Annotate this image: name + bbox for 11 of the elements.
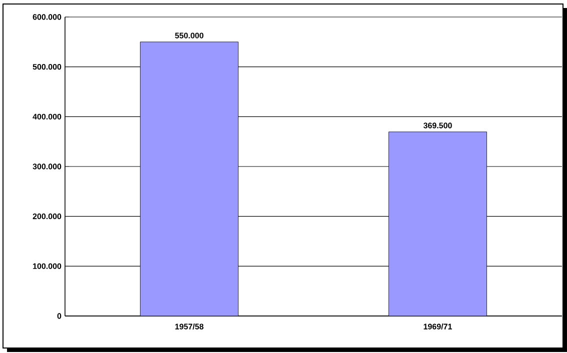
y-tick-label: 600.000: [32, 14, 62, 20]
x-tick-label: 1969/71: [424, 324, 452, 330]
y-tick-label: 500.000: [32, 64, 62, 70]
x-tick-label: 1957/58: [175, 324, 204, 330]
y-tick-label: 300.000: [32, 164, 62, 170]
y-tick-label: 400.000: [32, 114, 62, 120]
y-tick-label: 0: [57, 313, 62, 319]
y-tick-label: 100.000: [33, 263, 62, 269]
data-label: 369.500: [423, 122, 452, 128]
data-label: 550.000: [175, 32, 204, 38]
y-tick-label: 200.000: [32, 213, 62, 220]
